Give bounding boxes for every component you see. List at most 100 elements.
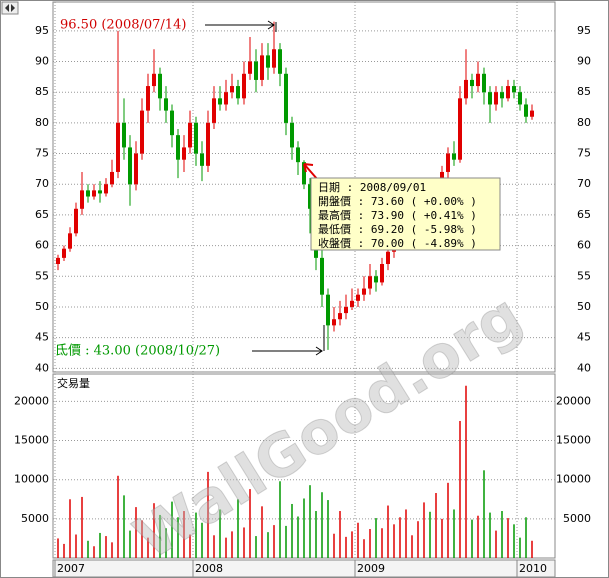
tooltip-arrow (303, 163, 319, 181)
volume-bar (513, 524, 515, 558)
candle-body (488, 92, 492, 105)
volume-bar (99, 532, 101, 558)
volume-bar (267, 532, 269, 558)
candle-body (182, 147, 186, 160)
candle-body (56, 257, 60, 265)
volume-bar (477, 515, 479, 558)
volume-bar (405, 509, 407, 558)
volume-bar (213, 535, 215, 558)
x-tick-label: 2008 (195, 562, 223, 575)
volume-bar (483, 470, 485, 558)
y-tick-label: 65 (577, 208, 591, 221)
candle-body (140, 110, 144, 154)
y-tick-label: 90 (35, 55, 49, 68)
candle-body (74, 208, 78, 234)
volume-bar (471, 519, 473, 558)
volume-bar (189, 534, 191, 558)
volume-bar (411, 535, 413, 558)
tooltip-line: 收盤價 : 70.00 ( -4.89% ) (318, 236, 477, 250)
candle-body (368, 276, 372, 289)
volume-bar (351, 531, 353, 558)
candle-body (116, 122, 120, 172)
price-panel (52, 1, 556, 373)
y-tick-label: 10000 (14, 473, 49, 486)
volume-bar (519, 537, 521, 558)
volume-bar (93, 546, 95, 558)
candle-body (62, 248, 66, 258)
candle-body (272, 49, 276, 68)
volume-bar (177, 517, 179, 558)
volume-bar (195, 512, 197, 558)
volume-bar (123, 495, 125, 558)
nav-icon[interactable] (1, 1, 19, 15)
volume-bar (153, 503, 155, 558)
volume-bar (81, 496, 83, 558)
volume-bar (435, 493, 437, 558)
candle-body (470, 79, 474, 87)
volume-bar (279, 481, 281, 558)
high-annotation: 96.50 (2008/07/14) (60, 18, 186, 33)
candle-body (164, 98, 168, 111)
y-tick-label: 45 (35, 331, 49, 344)
candle-body (92, 190, 96, 197)
volume-bar (357, 522, 359, 558)
volume-bar (399, 517, 401, 558)
tooltip-line: 最高價 : 73.90 ( +0.41% ) (318, 208, 477, 222)
tooltip-line: 日期 : 2008/09/01 (318, 181, 426, 194)
y-tick-label: 95 (577, 24, 591, 37)
volume-bar (327, 500, 329, 558)
volume-bar (501, 511, 503, 558)
volume-bar (453, 509, 455, 558)
volume-bar (219, 509, 221, 558)
candle-body (386, 251, 390, 265)
y-tick-label: 50 (35, 300, 49, 313)
x-tick-label: 2009 (357, 562, 385, 575)
y-tick-label: 65 (35, 208, 49, 221)
volume-bar (297, 516, 299, 558)
volume-bar (117, 475, 119, 558)
volume-bar (291, 503, 293, 558)
volume-bar (345, 536, 347, 558)
candle-body (212, 98, 216, 123)
candle-body (146, 86, 150, 111)
volume-bar (285, 525, 287, 558)
volume-bar (339, 511, 341, 558)
y-tick-label: 20000 (14, 394, 49, 407)
volume-bar (255, 536, 257, 558)
x-tick-label: 2007 (57, 562, 85, 575)
y-tick-label: 75 (35, 147, 49, 160)
candle-body (320, 257, 324, 295)
y-tick-label: 85 (35, 85, 49, 98)
volume-bar (507, 518, 509, 558)
candle-body (296, 147, 300, 163)
volume-bar (57, 538, 59, 558)
candle-body (326, 294, 330, 326)
y-tick-label: 55 (35, 269, 49, 282)
candle-body (98, 190, 102, 194)
candle-body (80, 190, 84, 209)
candle-body (170, 110, 174, 136)
low-arrow (252, 325, 325, 356)
x-axis (52, 559, 556, 578)
candle-body (260, 55, 264, 80)
candle-body (356, 294, 360, 301)
candle-body (278, 49, 282, 74)
y-tick-label: 50 (577, 300, 591, 313)
tooltip (310, 177, 501, 251)
candle-body (362, 288, 366, 295)
volume-bar (141, 520, 143, 558)
candle-body (446, 153, 450, 172)
candle-body (344, 306, 348, 314)
candle-body (518, 92, 522, 105)
volume-bar (171, 501, 173, 558)
y-tick-label: 40 (35, 361, 49, 374)
volume-bar (249, 489, 251, 558)
volume-bar (417, 521, 419, 558)
volume-bar (69, 499, 71, 558)
candle-body (290, 122, 294, 148)
volume-bar (375, 518, 377, 558)
candle-body (500, 92, 504, 99)
low-annotation: 氐價 : 43.00 (2008/10/27) (55, 344, 220, 359)
candle-body (242, 73, 246, 99)
volume-bar (525, 517, 527, 558)
